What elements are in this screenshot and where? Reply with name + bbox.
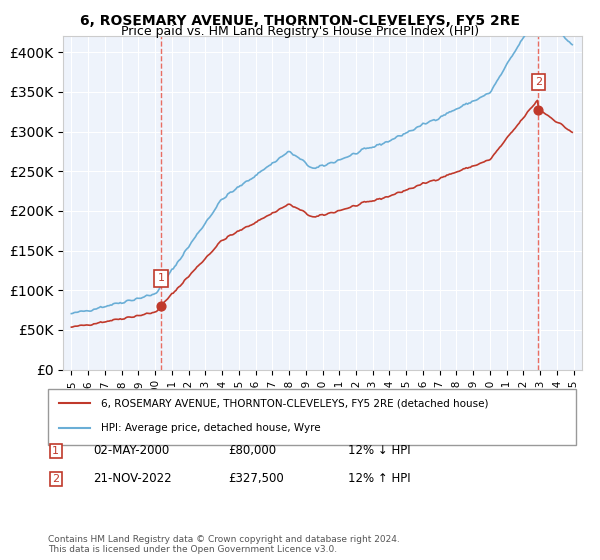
Text: 2: 2 (52, 474, 59, 484)
Text: 2: 2 (535, 77, 542, 87)
Text: 12% ↑ HPI: 12% ↑ HPI (348, 472, 410, 486)
Text: 6, ROSEMARY AVENUE, THORNTON-CLEVELEYS, FY5 2RE: 6, ROSEMARY AVENUE, THORNTON-CLEVELEYS, … (80, 14, 520, 28)
Text: £327,500: £327,500 (228, 472, 284, 486)
Text: Price paid vs. HM Land Registry's House Price Index (HPI): Price paid vs. HM Land Registry's House … (121, 25, 479, 38)
Text: £80,000: £80,000 (228, 444, 276, 458)
Text: 12% ↓ HPI: 12% ↓ HPI (348, 444, 410, 458)
FancyBboxPatch shape (48, 389, 576, 445)
FancyBboxPatch shape (49, 444, 62, 458)
Text: 6, ROSEMARY AVENUE, THORNTON-CLEVELEYS, FY5 2RE (detached house): 6, ROSEMARY AVENUE, THORNTON-CLEVELEYS, … (101, 398, 488, 408)
Text: 1: 1 (52, 446, 59, 456)
Text: HPI: Average price, detached house, Wyre: HPI: Average price, detached house, Wyre (101, 423, 320, 433)
Point (533, 105, 543, 114)
Text: 02-MAY-2000: 02-MAY-2000 (93, 444, 169, 458)
Text: Contains HM Land Registry data © Crown copyright and database right 2024.
This d: Contains HM Land Registry data © Crown c… (48, 535, 400, 554)
Text: 21-NOV-2022: 21-NOV-2022 (93, 472, 172, 486)
Text: 1: 1 (157, 273, 164, 283)
FancyBboxPatch shape (49, 472, 62, 486)
Point (156, 302, 166, 311)
